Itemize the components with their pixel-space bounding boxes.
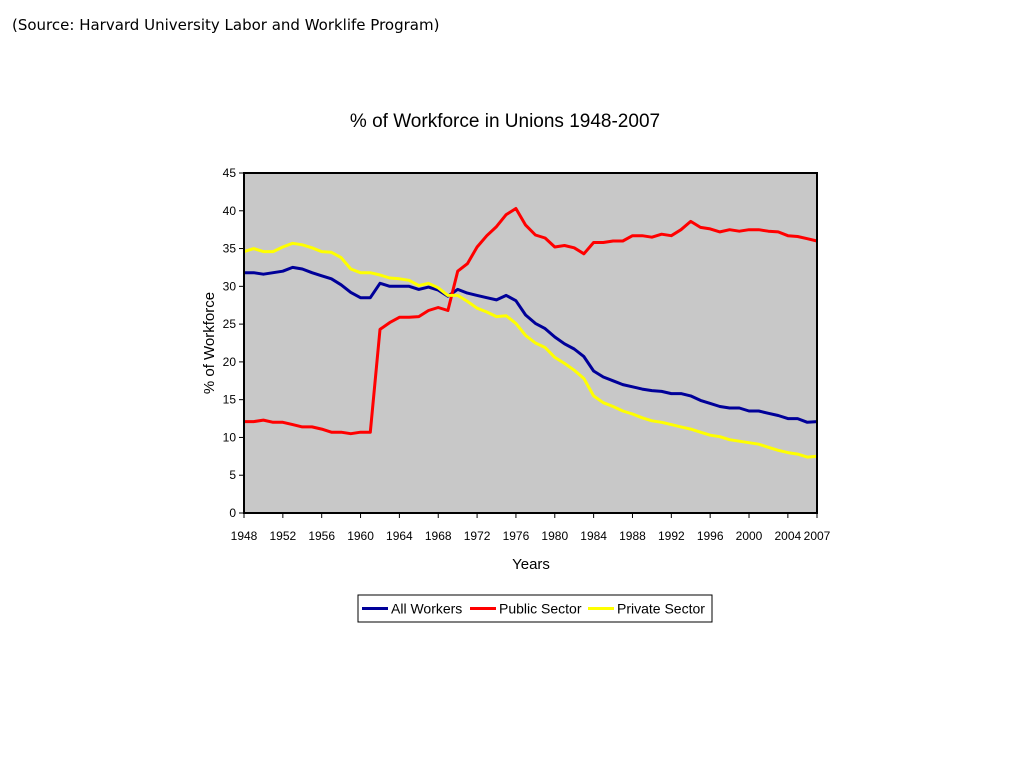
x-tick-label: 1948 bbox=[231, 529, 258, 543]
y-tick-label: 40 bbox=[223, 204, 237, 218]
legend-box bbox=[357, 594, 713, 623]
x-tick-label: 1956 bbox=[308, 529, 335, 543]
series-line-private-sector bbox=[243, 241, 818, 459]
x-tick-label: 1976 bbox=[503, 529, 530, 543]
plot-area: 0 5 10 15 20 25 30 35 40 45 1948 1952 1956 1960 1964 19… bbox=[223, 166, 831, 543]
chart-title: % of Workforce in Unions 1948-2007 bbox=[350, 111, 660, 132]
legend-label: Public Sector bbox=[499, 601, 582, 617]
x-tick-label: 1996 bbox=[697, 529, 724, 543]
legend-label: All Workers bbox=[391, 601, 462, 617]
x-tick-label: 1980 bbox=[541, 529, 568, 543]
y-axis-label: % of Workforce bbox=[201, 292, 218, 394]
y-tick-label: 0 bbox=[229, 506, 236, 520]
x-tick-label: 1972 bbox=[464, 529, 491, 543]
y-tick-label: 30 bbox=[223, 279, 237, 293]
series-line-all-workers bbox=[244, 265, 818, 424]
y-tick-label: 25 bbox=[223, 317, 237, 331]
legend: All Workers Public Sector Private Sector bbox=[357, 594, 713, 623]
y-tick-label: 10 bbox=[223, 430, 237, 444]
x-tick-label: 1964 bbox=[386, 529, 413, 543]
y-tick-label: 45 bbox=[223, 166, 237, 180]
y-tick-label: 35 bbox=[223, 242, 237, 256]
x-tick-label: 1988 bbox=[619, 529, 646, 543]
x-tick-label: 1992 bbox=[658, 529, 685, 543]
x-axis-label: Years bbox=[512, 556, 550, 573]
source-note: (Source: Harvard University Labor and Wo… bbox=[12, 16, 440, 34]
x-tick-label: 1968 bbox=[425, 529, 452, 543]
x-tick-label: 1952 bbox=[269, 529, 296, 543]
x-tick-label: 2004 bbox=[775, 529, 802, 543]
y-tick-label: 15 bbox=[223, 393, 237, 407]
plot-frame bbox=[243, 172, 818, 514]
x-tick-label: 2000 bbox=[736, 529, 763, 543]
series-line-public-sector bbox=[244, 207, 818, 436]
legend-label: Private Sector bbox=[617, 601, 705, 617]
x-tick-label: 1960 bbox=[347, 529, 374, 543]
x-tick-label: 2007 bbox=[804, 529, 831, 543]
y-tick-label: 5 bbox=[229, 468, 236, 482]
y-tick-label: 20 bbox=[223, 355, 237, 369]
plot-background bbox=[244, 173, 817, 513]
x-tick-label: 1984 bbox=[580, 529, 607, 543]
